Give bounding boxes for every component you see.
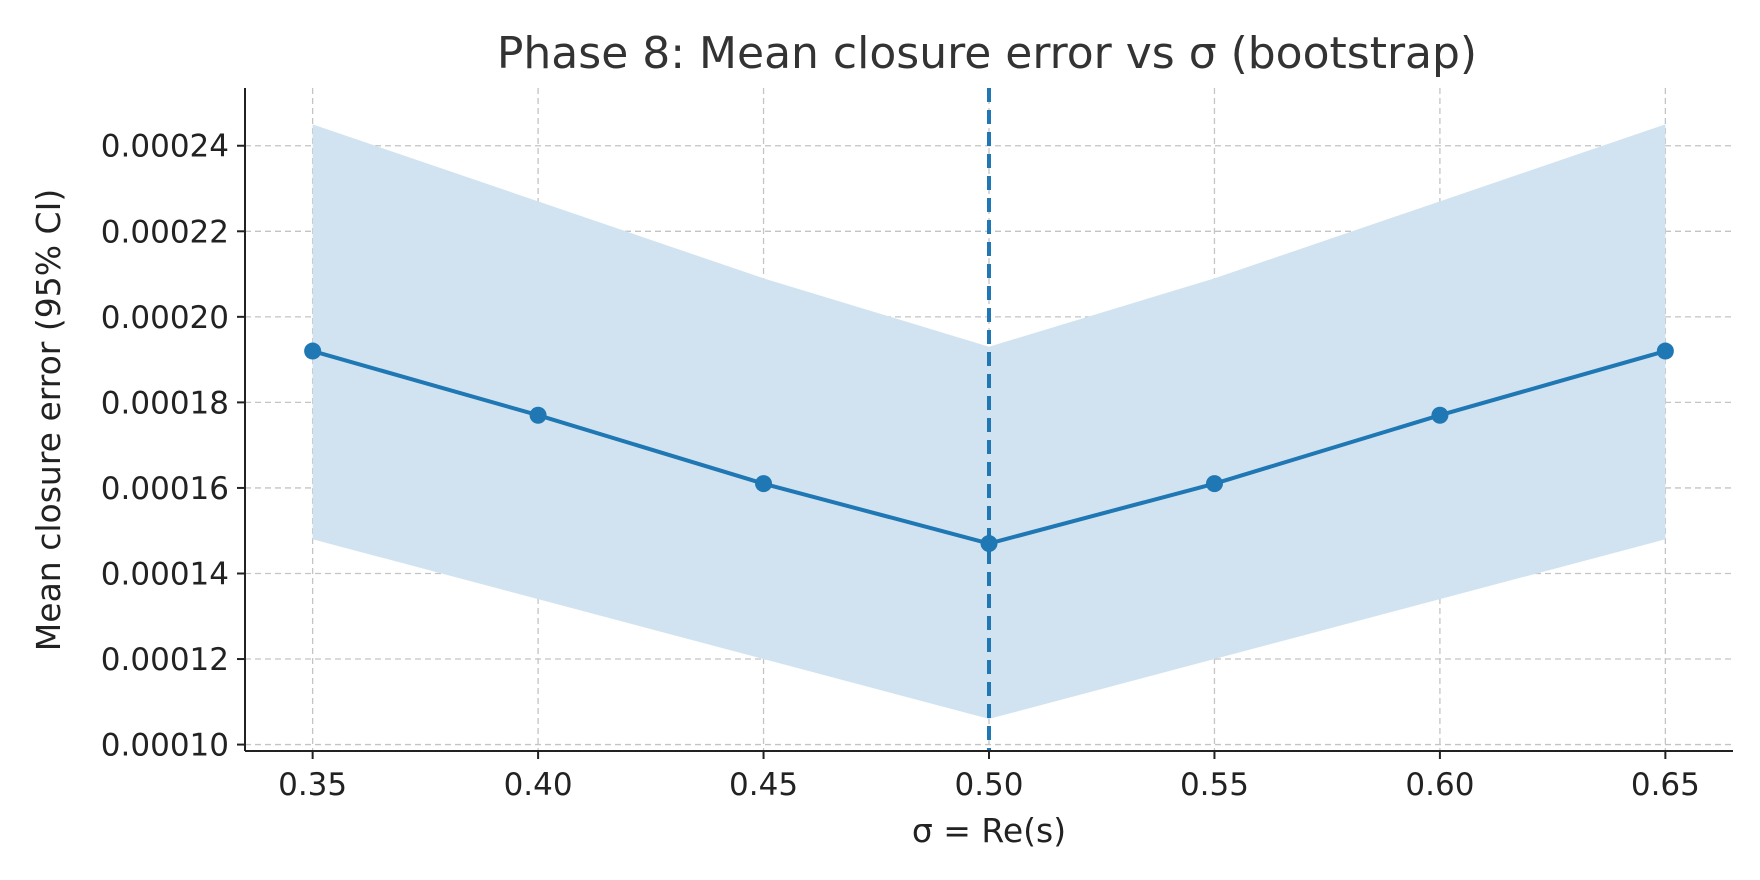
- data-point: [1431, 406, 1449, 424]
- data-point: [304, 342, 322, 360]
- data-point: [1656, 342, 1674, 360]
- y-tick-label: 0.00018: [101, 385, 229, 421]
- data-point: [529, 406, 547, 424]
- y-axis-label: Mean closure error (95% CI): [29, 189, 68, 651]
- y-tick-label: 0.00010: [101, 728, 229, 764]
- chart-title: Phase 8: Mean closure error vs σ (bootst…: [497, 28, 1477, 79]
- y-tick-label: 0.00022: [101, 214, 229, 250]
- x-tick-label: 0.45: [729, 767, 798, 803]
- x-tick-label: 0.55: [1180, 767, 1249, 803]
- y-tick-label: 0.00020: [101, 300, 229, 336]
- x-tick-label: 0.65: [1631, 767, 1700, 803]
- y-tick-label: 0.00012: [101, 642, 229, 678]
- data-point: [1205, 475, 1223, 493]
- x-tick-label: 0.40: [504, 767, 573, 803]
- y-axis-ticks: 0.00010 0.00012 0.00014 0.00016 0.00018 0.000…: [101, 129, 245, 764]
- y-tick-label: 0.00014: [101, 556, 229, 592]
- data-point: [980, 535, 998, 553]
- x-tick-label: 0.60: [1405, 767, 1474, 803]
- data-points: [304, 342, 1674, 553]
- x-axis-ticks: 0.35 0.40 0.45 0.50 0.55 0.60 0.65: [278, 751, 1700, 803]
- y-tick-label: 0.00024: [101, 129, 229, 165]
- data-point: [755, 475, 773, 493]
- x-tick-label: 0.50: [954, 767, 1023, 803]
- y-tick-label: 0.00016: [101, 471, 229, 507]
- x-axis-label: σ = Re(s): [912, 811, 1066, 850]
- x-tick-label: 0.35: [278, 767, 347, 803]
